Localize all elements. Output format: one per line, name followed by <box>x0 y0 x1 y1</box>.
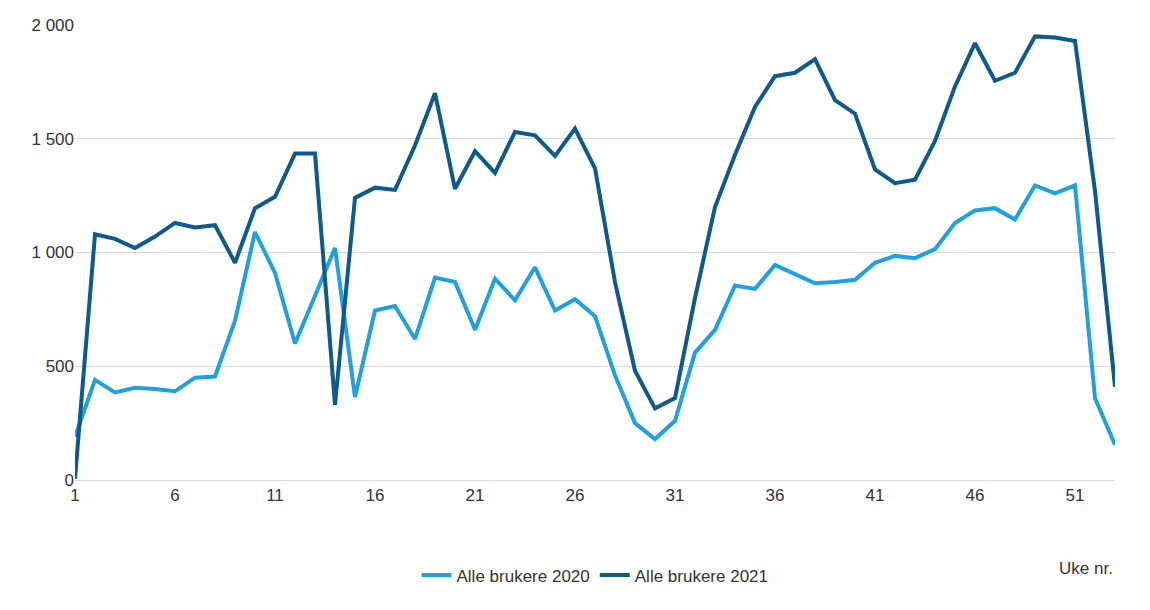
svg-text:11: 11 <box>266 486 284 505</box>
svg-text:21: 21 <box>466 486 485 505</box>
svg-text:Alle brukere 2020: Alle brukere 2020 <box>457 567 590 586</box>
svg-text:36: 36 <box>766 486 785 505</box>
svg-text:46: 46 <box>966 486 985 505</box>
svg-text:41: 41 <box>866 486 885 505</box>
svg-text:1 000: 1 000 <box>31 243 74 262</box>
svg-text:6: 6 <box>170 486 179 505</box>
svg-text:51: 51 <box>1066 486 1085 505</box>
svg-text:0: 0 <box>65 471 74 490</box>
svg-text:26: 26 <box>566 486 585 505</box>
svg-text:1: 1 <box>70 486 79 505</box>
svg-text:Alle brukere 2021: Alle brukere 2021 <box>635 567 768 586</box>
svg-text:2 000: 2 000 <box>31 16 74 35</box>
svg-text:Uke nr.: Uke nr. <box>1059 559 1113 578</box>
svg-text:1 500: 1 500 <box>31 130 74 149</box>
svg-text:500: 500 <box>46 357 74 376</box>
svg-text:16: 16 <box>366 486 385 505</box>
svg-text:31: 31 <box>666 486 685 505</box>
